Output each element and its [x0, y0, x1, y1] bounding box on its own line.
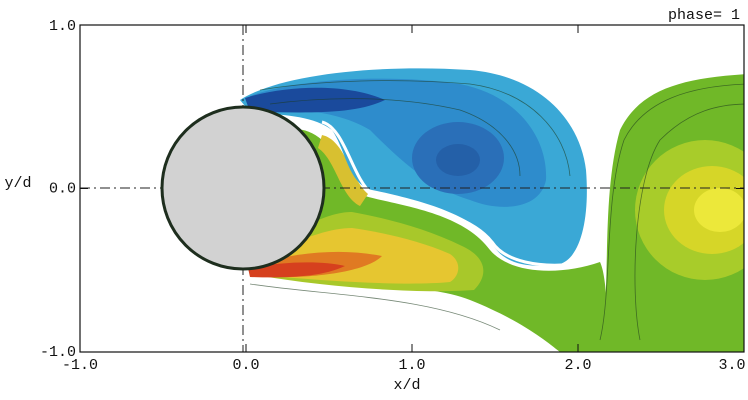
contour-lines [249, 80, 744, 341]
contour-gap [321, 120, 576, 267]
y-tick-label: -1.0 [40, 344, 76, 361]
x-tick-label: -1.0 [62, 357, 98, 374]
x-tick-label: 0.0 [232, 357, 259, 374]
y-axis-label: y/d [4, 175, 31, 192]
x-axis-label: x/d [393, 377, 420, 394]
contour-region [694, 188, 744, 232]
chart-title: phase= 1 [668, 7, 740, 24]
y-tick-label: 1.0 [49, 18, 76, 35]
cylinder [160, 105, 326, 271]
contour-region [436, 144, 480, 176]
x-tick-label: 3.0 [718, 357, 745, 374]
y-tick-label: 0.0 [49, 180, 76, 197]
x-tick-label: 1.0 [398, 357, 425, 374]
contour-region [245, 87, 385, 113]
x-tick-label: 2.0 [564, 357, 591, 374]
contour-field [240, 68, 744, 352]
contour-region [248, 262, 345, 278]
